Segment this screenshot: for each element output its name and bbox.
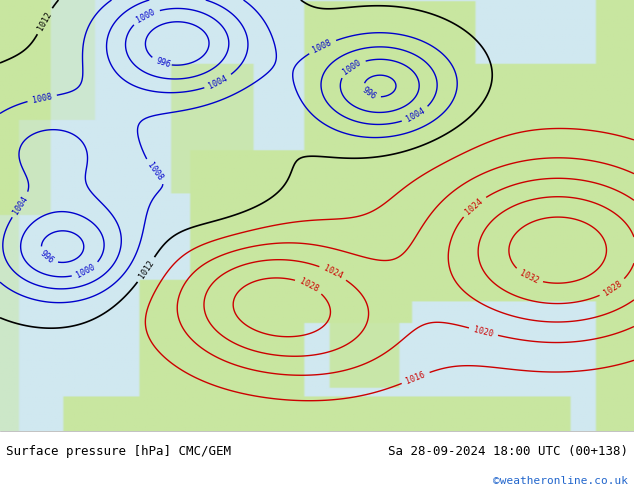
Text: 1004: 1004 xyxy=(404,106,427,124)
Text: 1000: 1000 xyxy=(75,263,97,280)
Text: 1004: 1004 xyxy=(207,74,230,91)
Text: 1028: 1028 xyxy=(602,279,624,297)
Text: 1000: 1000 xyxy=(135,7,157,24)
Text: 1024: 1024 xyxy=(463,196,484,216)
Text: 996: 996 xyxy=(38,249,55,266)
Text: 1016: 1016 xyxy=(404,370,427,386)
Text: 996: 996 xyxy=(360,86,378,102)
Text: 1028: 1028 xyxy=(298,277,320,294)
Text: 1032: 1032 xyxy=(518,269,540,285)
Text: 1004: 1004 xyxy=(11,194,30,216)
Text: 1012: 1012 xyxy=(36,10,53,32)
Text: 1012: 1012 xyxy=(137,259,155,280)
Text: 1000: 1000 xyxy=(341,58,363,76)
Text: 1008: 1008 xyxy=(145,161,164,182)
Text: 1008: 1008 xyxy=(311,38,333,55)
Text: 1008: 1008 xyxy=(31,92,53,104)
Text: Surface pressure [hPa] CMC/GEM: Surface pressure [hPa] CMC/GEM xyxy=(6,445,231,458)
Text: Sa 28-09-2024 18:00 UTC (00+138): Sa 28-09-2024 18:00 UTC (00+138) xyxy=(387,445,628,458)
Text: 1020: 1020 xyxy=(472,325,495,339)
Text: ©weatheronline.co.uk: ©weatheronline.co.uk xyxy=(493,476,628,486)
Text: 996: 996 xyxy=(155,57,172,70)
Text: 1024: 1024 xyxy=(322,264,344,281)
